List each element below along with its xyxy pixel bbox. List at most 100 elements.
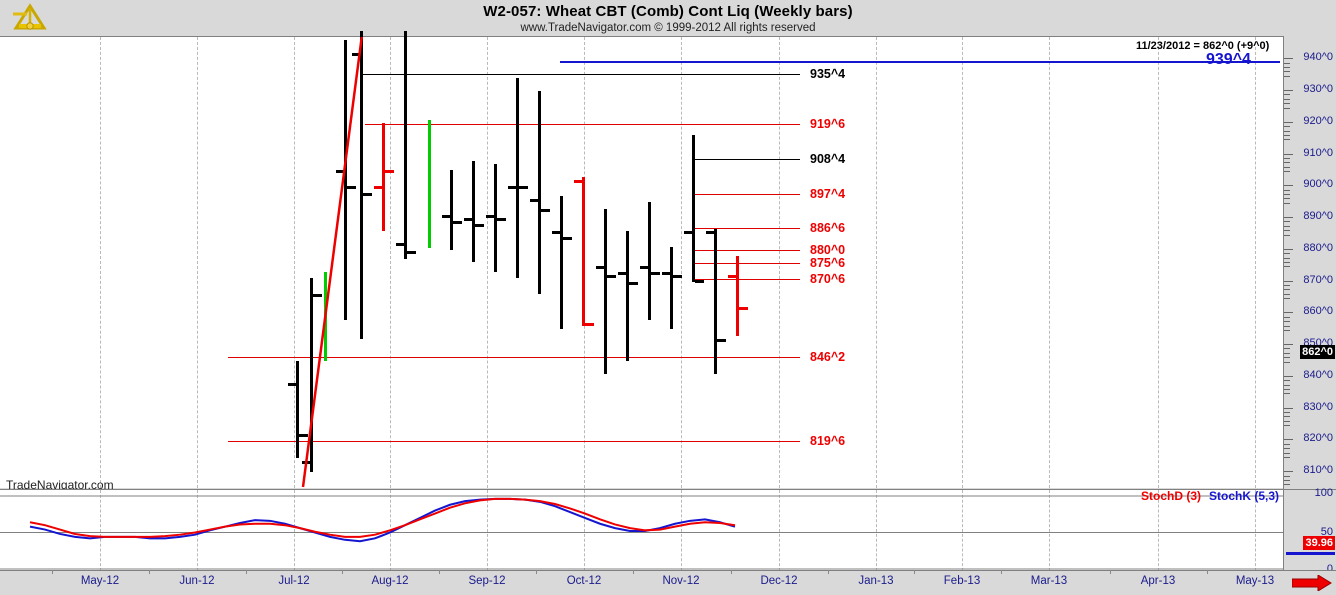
date-axis-tick <box>1110 570 1111 574</box>
open-tick <box>336 170 345 174</box>
level-line <box>360 73 800 75</box>
axis-major-tick <box>1284 58 1293 60</box>
price-axis-label: 860^0 <box>1303 305 1333 318</box>
axis-minor-tick <box>1284 71 1290 73</box>
axis-minor-tick <box>1284 139 1290 141</box>
trendline <box>301 37 363 488</box>
close-tick <box>541 208 550 212</box>
axis-major-tick <box>1284 248 1293 250</box>
level-label: 875^6 <box>810 256 846 271</box>
chart-header: W2-057: Wheat CBT (Comb) Cont Liq (Weekl… <box>0 0 1336 36</box>
level-line <box>365 123 800 125</box>
level-label: 886^6 <box>810 221 846 236</box>
axis-minor-tick <box>1284 456 1290 458</box>
date-axis-tick <box>342 570 343 574</box>
axis-minor-tick <box>1284 166 1290 168</box>
axis-minor-tick <box>1284 420 1290 422</box>
axis-minor-tick <box>1284 411 1290 413</box>
open-tick <box>486 214 495 218</box>
close-tick <box>673 275 682 279</box>
open-tick <box>574 179 583 183</box>
axis-minor-tick <box>1284 389 1290 391</box>
ohlc-bar <box>310 278 313 473</box>
axis-minor-tick <box>1284 103 1290 105</box>
price-axis-label: 900^0 <box>1303 178 1333 191</box>
close-tick <box>299 434 308 437</box>
axis-minor-tick <box>1284 416 1290 418</box>
ohlc-bar <box>538 90 541 295</box>
date-axis-label: May-13 <box>1235 575 1275 587</box>
axis-minor-tick <box>1284 479 1290 481</box>
axis-minor-tick <box>1284 221 1290 223</box>
axis-minor-tick <box>1284 293 1290 295</box>
gridline-vertical <box>1158 490 1159 571</box>
copyright-line: www.TradeNavigator.com © 1999-2012 All r… <box>520 22 816 34</box>
axis-minor-tick <box>1284 384 1290 386</box>
open-tick <box>618 272 627 276</box>
close-tick <box>475 224 484 228</box>
level-line <box>692 263 800 265</box>
gridline-vertical <box>487 490 488 571</box>
gridline-vertical <box>1255 490 1256 571</box>
gridline-vertical <box>1158 37 1159 488</box>
close-tick <box>585 322 594 326</box>
date-axis-label: Mar-13 <box>1030 575 1068 587</box>
gridline-vertical <box>681 37 682 488</box>
date-axis[interactable]: May-12 Jun-12 Jul-12 Aug-12 Sep-12 Oct-12 Nov-… <box>0 570 1336 595</box>
close-tick <box>407 251 416 255</box>
scroll-forward-arrow-icon[interactable] <box>1292 575 1332 591</box>
gridline-vertical <box>390 37 391 488</box>
gridline-vertical <box>584 490 585 571</box>
axis-minor-tick <box>1284 357 1290 359</box>
axis-minor-tick <box>1284 484 1290 486</box>
level-line <box>692 249 800 251</box>
ohlc-bar <box>360 30 363 339</box>
ohlc-bar <box>344 40 347 320</box>
gridline-vertical <box>100 37 101 488</box>
date-axis-label: Dec-12 <box>760 575 798 587</box>
date-axis-label: Jun-12 <box>179 575 215 587</box>
ohlc-bar <box>404 30 407 260</box>
price-axis-label: 890^0 <box>1303 210 1333 223</box>
stochd-legend: StochD (3) <box>1141 489 1201 503</box>
stochastic-pane[interactable]: StochD (3) StochK (5,3) <box>0 489 1284 571</box>
gridline-vertical <box>962 37 963 488</box>
open-tick <box>464 218 473 222</box>
gridline-vertical <box>1255 37 1256 488</box>
price-axis-label: 820^0 <box>1303 432 1333 445</box>
price-axis[interactable]: 940^0 930^0 920^0 910^0 900^0 890^0 880^0 870^0… <box>1283 36 1336 575</box>
axis-divider <box>1284 489 1336 490</box>
axis-major-tick <box>1284 185 1293 187</box>
axis-minor-tick <box>1284 380 1290 382</box>
price-axis-label: 840^0 <box>1303 368 1333 381</box>
axis-minor-tick <box>1284 298 1290 300</box>
ohlc-bar <box>714 229 717 374</box>
axis-major-tick <box>1284 439 1293 441</box>
gridline-vertical <box>876 490 877 571</box>
close-tick <box>607 275 616 279</box>
axis-minor-tick <box>1284 225 1290 227</box>
date-axis-label: Jul-12 <box>278 575 310 587</box>
open-tick <box>684 230 693 234</box>
date-axis-label: Feb-13 <box>943 575 981 587</box>
axis-minor-tick <box>1284 352 1290 354</box>
level-line <box>228 441 800 443</box>
axis-minor-tick <box>1284 348 1290 350</box>
stochk-legend: StochK (5,3) <box>1209 489 1280 503</box>
close-tick <box>347 186 356 190</box>
ohlc-bar <box>472 160 475 263</box>
date-axis-label: Aug-12 <box>371 575 409 587</box>
date-axis-tick <box>633 570 634 574</box>
axis-minor-tick <box>1284 316 1290 318</box>
gridline-vertical <box>779 37 780 488</box>
open-tick <box>728 275 737 279</box>
gridline-vertical <box>197 490 198 571</box>
axis-minor-tick <box>1284 134 1290 136</box>
level-label: 939^4 <box>1206 50 1251 68</box>
page-title: W2-057: Wheat CBT (Comb) Cont Liq (Weekl… <box>483 3 853 20</box>
open-tick <box>288 383 297 387</box>
price-axis-label: 870^0 <box>1303 273 1333 286</box>
price-axis-label: 930^0 <box>1303 82 1333 95</box>
last-price-badge: 862^0 <box>1300 345 1335 359</box>
price-chart-pane[interactable]: 939^4 935^4 919^6 908^4 897^4 886^6 880^0 875^6… <box>0 30 1284 492</box>
